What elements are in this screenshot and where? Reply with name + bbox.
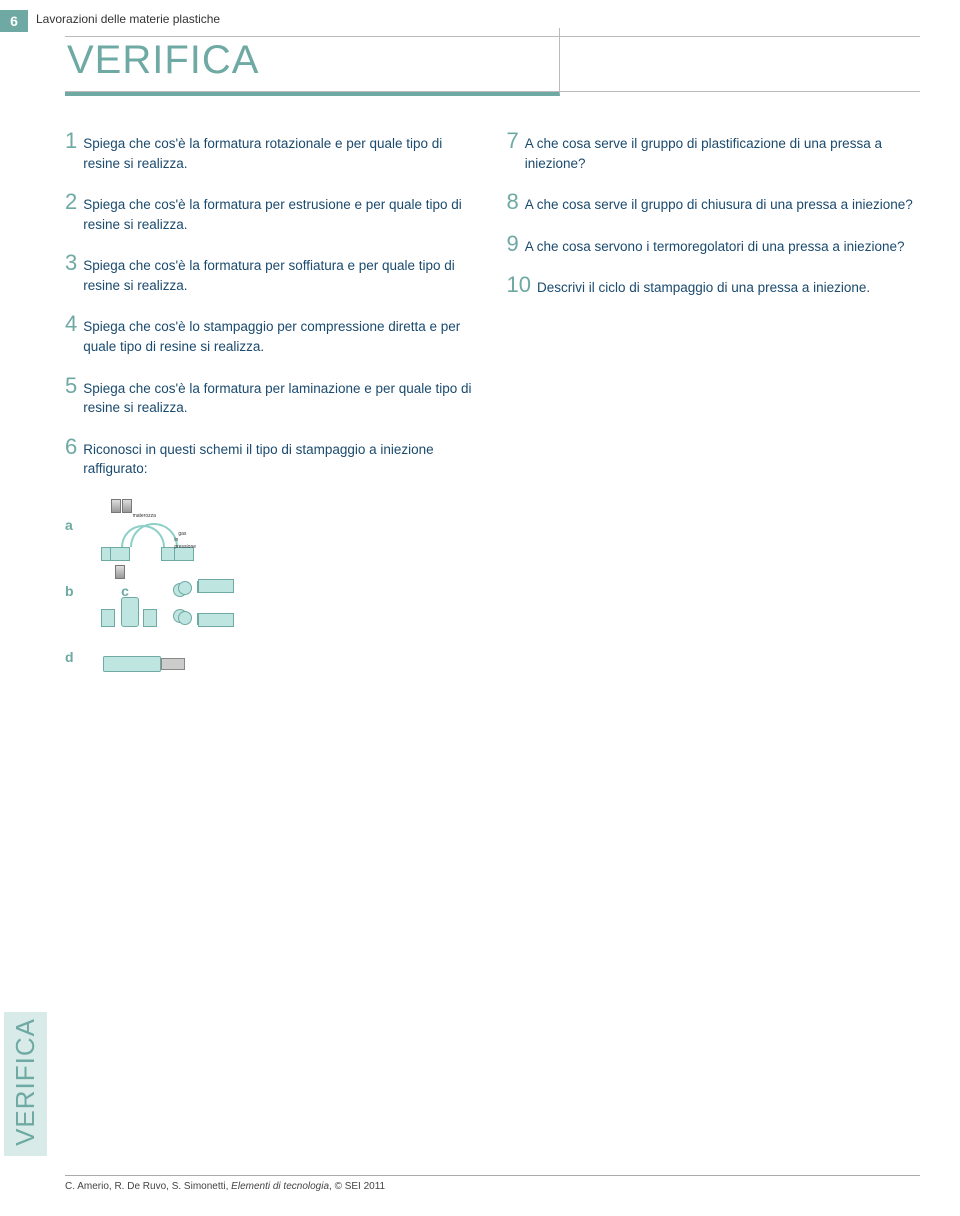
question-number: 3 bbox=[65, 252, 77, 295]
footer-authors: C. Amerio, R. De Ruvo, S. Simonetti, bbox=[65, 1181, 231, 1192]
diagram-row-bc: b c bbox=[65, 563, 479, 601]
running-head: Lavorazioni delle materie plastiche bbox=[36, 12, 220, 26]
diagram-row-d: d bbox=[65, 629, 479, 667]
side-tab: VERIFICA bbox=[4, 1012, 47, 1156]
label-in-pressione: in pressione bbox=[174, 537, 196, 552]
content-area: 1 Spiega che cos'è la formatura rotazion… bbox=[65, 130, 920, 668]
footer-pub: , © SEI 2011 bbox=[329, 1181, 385, 1192]
question-text: Spiega che cos'è la formatura per lamina… bbox=[83, 375, 478, 418]
question-text: A che cosa serve il gruppo di chiusura d… bbox=[525, 191, 913, 215]
diagram-block: a materozza bbox=[65, 497, 479, 668]
question-text: Spiega che cos'è la formatura per soffia… bbox=[83, 252, 478, 295]
question-text: Riconosci in questi schemi il tipo di st… bbox=[83, 436, 478, 479]
question-text: A che cosa servono i termoregolatori di … bbox=[525, 233, 905, 257]
question-4: 4 Spiega che cos'è lo stampaggio per com… bbox=[65, 313, 479, 356]
diagram-row-a: a materozza bbox=[65, 497, 479, 535]
question-number: 4 bbox=[65, 313, 77, 356]
question-number: 7 bbox=[507, 130, 519, 173]
question-10: 10 Descrivi il ciclo di stampaggio di un… bbox=[507, 274, 921, 298]
plastic-dot bbox=[178, 611, 192, 625]
page-title: VERIFICA bbox=[65, 28, 559, 92]
question-number: 9 bbox=[507, 233, 519, 257]
page-number: 6 bbox=[10, 13, 18, 29]
nozzle-icon bbox=[111, 499, 121, 513]
question-3: 3 Spiega che cos'è la formatura per soff… bbox=[65, 252, 479, 295]
question-number: 8 bbox=[507, 191, 519, 215]
nozzle-icon bbox=[122, 499, 132, 513]
question-8: 8 A che cosa serve il gruppo di chiusura… bbox=[507, 191, 921, 215]
question-6: 6 Riconosci in questi schemi il tipo di … bbox=[65, 436, 479, 479]
diagram-label-d: d bbox=[65, 647, 74, 667]
question-number: 6 bbox=[65, 436, 77, 479]
title-box: VERIFICA bbox=[65, 28, 560, 96]
question-number: 5 bbox=[65, 375, 77, 418]
plastic-core bbox=[121, 597, 139, 627]
question-text: Spiega che cos'è lo stampaggio per compr… bbox=[83, 313, 478, 356]
question-text: Descrivi il ciclo di stampaggio di una p… bbox=[537, 274, 870, 298]
plastic-dot bbox=[178, 581, 192, 595]
footer: C. Amerio, R. De Ruvo, S. Simonetti, Ele… bbox=[65, 1181, 385, 1192]
question-2: 2 Spiega che cos'è la formatura per estr… bbox=[65, 191, 479, 234]
question-1: 1 Spiega che cos'è la formatura rotazion… bbox=[65, 130, 479, 173]
left-column: 1 Spiega che cos'è la formatura rotazion… bbox=[65, 130, 479, 668]
footer-title: Elementi di tecnologia bbox=[231, 1181, 329, 1192]
diagram-label-b: b bbox=[65, 581, 74, 601]
side-tab-text: VERIFICA bbox=[10, 1018, 41, 1146]
right-column: 7 A che cosa serve il gruppo di plastifi… bbox=[507, 130, 921, 668]
page-number-box: 6 bbox=[0, 10, 28, 32]
question-number: 1 bbox=[65, 130, 77, 173]
question-7: 7 A che cosa serve il gruppo di plastifi… bbox=[507, 130, 921, 173]
piston bbox=[161, 658, 185, 670]
footer-rule bbox=[65, 1175, 920, 1176]
question-number: 2 bbox=[65, 191, 77, 234]
plastic-bar bbox=[103, 656, 161, 672]
plastic-block bbox=[143, 609, 157, 627]
nozzle-icon bbox=[115, 565, 125, 579]
question-5: 5 Spiega che cos'è la formatura per lami… bbox=[65, 375, 479, 418]
question-9: 9 A che cosa servono i termoregolatori d… bbox=[507, 233, 921, 257]
label-materozza: materozza bbox=[133, 513, 156, 520]
diagram-label-a: a bbox=[65, 515, 73, 535]
plastic-block bbox=[110, 547, 130, 561]
plastic-channel bbox=[198, 613, 234, 627]
question-text: A che cosa serve il gruppo di plastifica… bbox=[525, 130, 920, 173]
question-text: Spiega che cos'è la formatura per estrus… bbox=[83, 191, 478, 234]
question-number: 10 bbox=[507, 274, 531, 298]
question-text: Spiega che cos'è la formatura rotazional… bbox=[83, 130, 478, 173]
plastic-channel bbox=[198, 579, 234, 593]
plastic-block bbox=[101, 609, 115, 627]
